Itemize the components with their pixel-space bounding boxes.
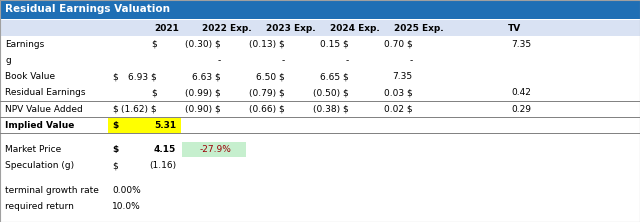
Text: g: g [5, 56, 11, 65]
Text: 2025 Exp.: 2025 Exp. [394, 24, 444, 33]
Text: 0.03 $: 0.03 $ [384, 88, 413, 97]
Text: (0.90) $: (0.90) $ [185, 105, 221, 114]
FancyBboxPatch shape [0, 0, 640, 19]
Text: 0.29: 0.29 [511, 105, 531, 114]
Text: NPV Value Added: NPV Value Added [5, 105, 83, 114]
Text: Residual Earnings: Residual Earnings [5, 88, 86, 97]
Text: (1.16): (1.16) [149, 161, 176, 170]
Text: (1.62) $: (1.62) $ [121, 105, 157, 114]
Text: 6.93 $: 6.93 $ [128, 72, 157, 81]
Text: 4.15: 4.15 [154, 145, 176, 154]
Text: -: - [218, 56, 221, 65]
Text: 7.35: 7.35 [393, 72, 413, 81]
Text: $: $ [151, 88, 157, 97]
Text: 0.00%: 0.00% [112, 186, 141, 195]
Text: -27.9%: -27.9% [200, 145, 232, 154]
Text: 0.42: 0.42 [511, 88, 531, 97]
Text: (0.13) $: (0.13) $ [249, 40, 285, 49]
FancyBboxPatch shape [0, 20, 640, 36]
Text: Earnings: Earnings [5, 40, 44, 49]
Text: 10.0%: 10.0% [112, 202, 141, 211]
Text: Implied Value: Implied Value [5, 121, 74, 130]
Text: (0.38) $: (0.38) $ [313, 105, 349, 114]
Text: 0.15 $: 0.15 $ [320, 40, 349, 49]
Text: 6.50 $: 6.50 $ [256, 72, 285, 81]
Text: Speculation (g): Speculation (g) [5, 161, 74, 170]
Text: TV: TV [508, 24, 522, 33]
Text: $: $ [151, 40, 157, 49]
FancyBboxPatch shape [182, 142, 246, 157]
Text: (0.30) $: (0.30) $ [185, 40, 221, 49]
Text: 2021: 2021 [154, 24, 179, 33]
Text: $: $ [112, 121, 118, 130]
Text: -: - [282, 56, 285, 65]
Text: $: $ [112, 72, 118, 81]
Text: 6.63 $: 6.63 $ [192, 72, 221, 81]
Text: (0.99) $: (0.99) $ [185, 88, 221, 97]
Text: Market Price: Market Price [5, 145, 61, 154]
FancyBboxPatch shape [108, 118, 181, 133]
Text: required return: required return [5, 202, 74, 211]
Text: 2022 Exp.: 2022 Exp. [202, 24, 252, 33]
Text: Book Value: Book Value [5, 72, 55, 81]
Text: 2024 Exp.: 2024 Exp. [330, 24, 380, 33]
Text: (0.79) $: (0.79) $ [249, 88, 285, 97]
Text: 7.35: 7.35 [511, 40, 531, 49]
Text: 0.70 $: 0.70 $ [384, 40, 413, 49]
Text: $: $ [112, 105, 118, 114]
Text: 0.02 $: 0.02 $ [384, 105, 413, 114]
Text: Residual Earnings Valuation: Residual Earnings Valuation [5, 4, 170, 14]
Text: -: - [346, 56, 349, 65]
Text: (0.66) $: (0.66) $ [249, 105, 285, 114]
Text: (0.50) $: (0.50) $ [313, 88, 349, 97]
Text: 5.31: 5.31 [154, 121, 176, 130]
Text: $: $ [112, 145, 118, 154]
Text: $: $ [112, 161, 118, 170]
Text: terminal growth rate: terminal growth rate [5, 186, 99, 195]
Text: 6.65 $: 6.65 $ [320, 72, 349, 81]
Text: -: - [410, 56, 413, 65]
Text: 2023 Exp.: 2023 Exp. [266, 24, 316, 33]
